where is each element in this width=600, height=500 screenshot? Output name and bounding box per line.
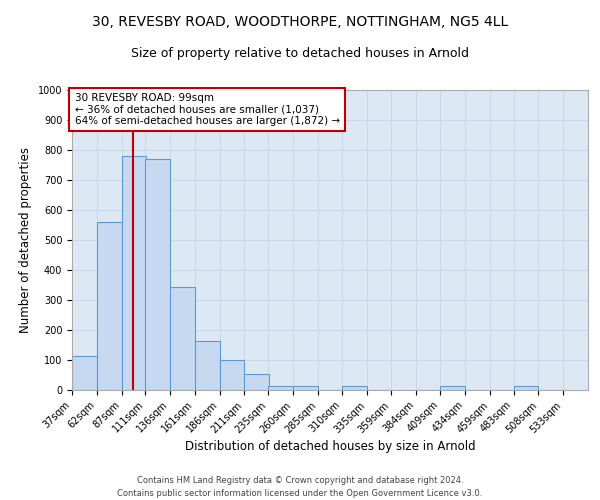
Text: 30, REVESBY ROAD, WOODTHORPE, NOTTINGHAM, NG5 4LL: 30, REVESBY ROAD, WOODTHORPE, NOTTINGHAM… <box>92 15 508 29</box>
Bar <box>170 286 195 390</box>
Text: Contains public sector information licensed under the Open Government Licence v3: Contains public sector information licen… <box>118 489 482 498</box>
Bar <box>514 386 538 390</box>
Bar <box>244 374 269 390</box>
Bar <box>440 386 465 390</box>
Bar <box>195 340 220 390</box>
Text: 30 REVESBY ROAD: 99sqm
← 36% of detached houses are smaller (1,037)
64% of semi-: 30 REVESBY ROAD: 99sqm ← 36% of detached… <box>74 93 340 126</box>
Bar <box>145 159 170 390</box>
Bar <box>72 356 97 390</box>
Bar <box>97 222 122 390</box>
Text: Size of property relative to detached houses in Arnold: Size of property relative to detached ho… <box>131 48 469 60</box>
Y-axis label: Number of detached properties: Number of detached properties <box>19 147 32 333</box>
Bar <box>293 386 317 390</box>
Bar <box>268 386 293 390</box>
Bar <box>122 156 146 390</box>
Bar <box>220 360 244 390</box>
Bar <box>343 386 367 390</box>
Text: Contains HM Land Registry data © Crown copyright and database right 2024.: Contains HM Land Registry data © Crown c… <box>137 476 463 485</box>
X-axis label: Distribution of detached houses by size in Arnold: Distribution of detached houses by size … <box>185 440 475 453</box>
